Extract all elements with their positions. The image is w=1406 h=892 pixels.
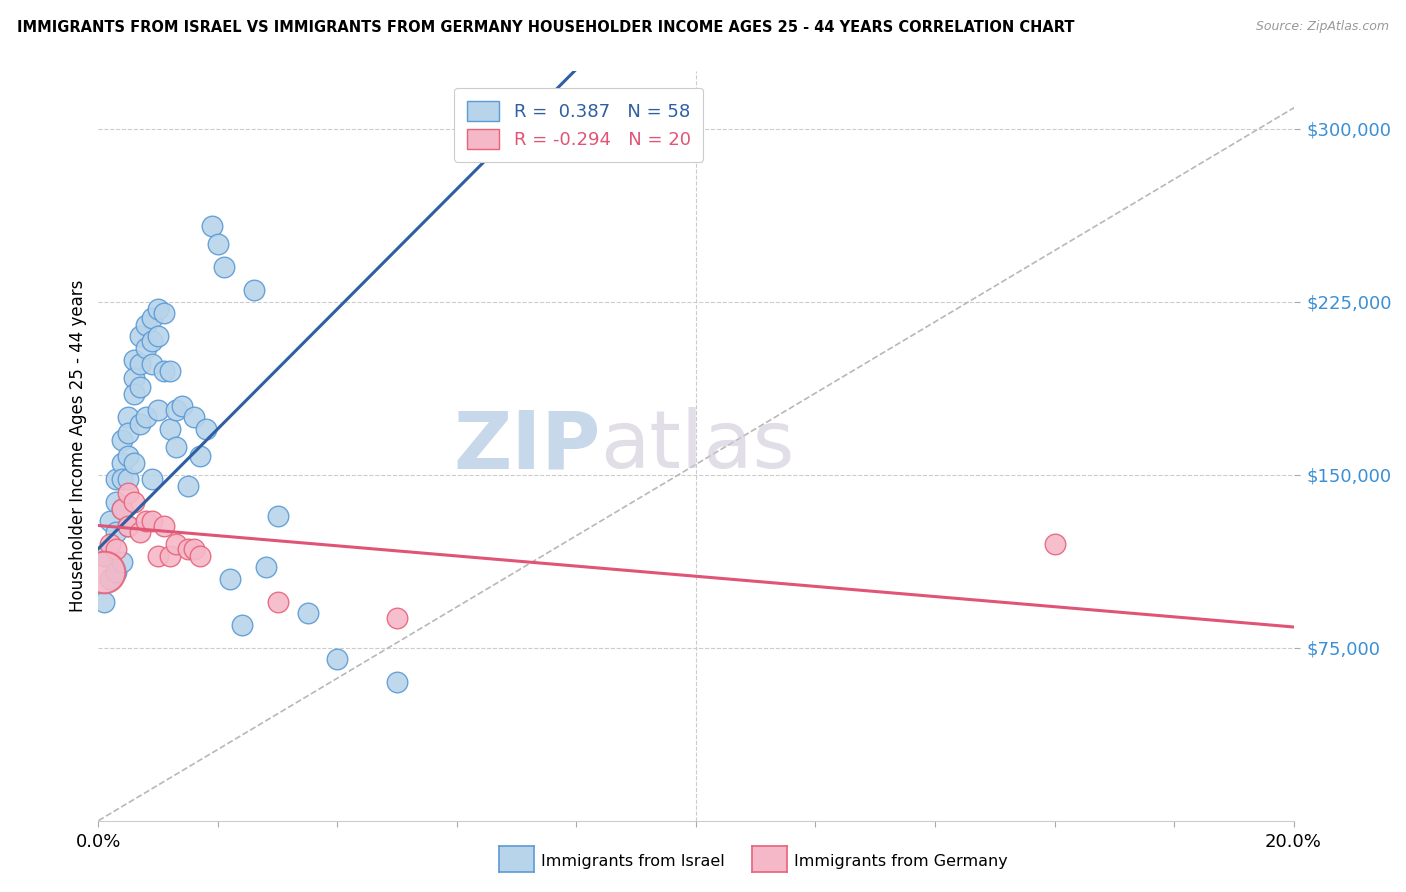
- Point: [135, 514, 157, 528]
- Text: Immigrants from Israel: Immigrants from Israel: [541, 855, 725, 869]
- Point: [141, 357, 163, 371]
- Point: [111, 502, 134, 516]
- Text: Source: ZipAtlas.com: Source: ZipAtlas.com: [1256, 20, 1389, 33]
- Point: [188, 549, 211, 563]
- Text: Immigrants from Germany: Immigrants from Germany: [794, 855, 1008, 869]
- Point: [183, 541, 205, 556]
- Point: [159, 364, 181, 378]
- Point: [231, 617, 253, 632]
- Point: [165, 537, 187, 551]
- Point: [111, 434, 134, 448]
- Point: [117, 472, 139, 486]
- Point: [165, 440, 187, 454]
- Point: [124, 371, 146, 385]
- Point: [124, 352, 146, 367]
- Point: [124, 456, 146, 470]
- Point: [117, 426, 139, 441]
- Point: [219, 572, 242, 586]
- Point: [148, 329, 170, 343]
- Point: [153, 306, 176, 320]
- Point: [135, 341, 157, 355]
- Point: [98, 572, 122, 586]
- Point: [93, 594, 115, 608]
- Point: [117, 486, 139, 500]
- Point: [254, 560, 277, 574]
- Point: [201, 219, 224, 233]
- Point: [159, 422, 181, 436]
- Point: [111, 456, 134, 470]
- Point: [165, 403, 187, 417]
- Point: [148, 301, 170, 316]
- Point: [129, 417, 152, 431]
- Point: [243, 284, 266, 298]
- Point: [135, 318, 157, 332]
- Point: [297, 606, 319, 620]
- Point: [188, 450, 211, 464]
- Point: [111, 472, 134, 486]
- Point: [105, 525, 128, 540]
- Point: [124, 387, 146, 401]
- Text: atlas: atlas: [600, 407, 794, 485]
- Legend: R =  0.387   N = 58, R = -0.294   N = 20: R = 0.387 N = 58, R = -0.294 N = 20: [454, 88, 703, 162]
- Point: [111, 556, 134, 570]
- Point: [207, 237, 229, 252]
- Point: [267, 594, 290, 608]
- Point: [212, 260, 235, 275]
- Point: [385, 611, 409, 625]
- Point: [148, 549, 170, 563]
- Point: [195, 422, 218, 436]
- Point: [105, 495, 128, 509]
- Point: [117, 518, 139, 533]
- Point: [172, 399, 194, 413]
- Point: [117, 450, 139, 464]
- Point: [385, 675, 409, 690]
- Point: [93, 549, 115, 563]
- Point: [129, 380, 152, 394]
- Point: [183, 410, 205, 425]
- Point: [111, 502, 134, 516]
- Point: [117, 518, 139, 533]
- Point: [129, 357, 152, 371]
- Point: [148, 403, 170, 417]
- Point: [93, 565, 115, 579]
- Point: [105, 541, 128, 556]
- Point: [124, 495, 146, 509]
- Point: [1043, 537, 1066, 551]
- Point: [141, 472, 163, 486]
- Point: [98, 537, 122, 551]
- Point: [141, 311, 163, 326]
- Point: [135, 410, 157, 425]
- Point: [267, 509, 290, 524]
- Point: [326, 652, 349, 666]
- Point: [129, 525, 152, 540]
- Point: [117, 410, 139, 425]
- Text: ZIP: ZIP: [453, 407, 600, 485]
- Text: IMMIGRANTS FROM ISRAEL VS IMMIGRANTS FROM GERMANY HOUSEHOLDER INCOME AGES 25 - 4: IMMIGRANTS FROM ISRAEL VS IMMIGRANTS FRO…: [17, 20, 1074, 35]
- Point: [129, 329, 152, 343]
- Y-axis label: Householder Income Ages 25 - 44 years: Householder Income Ages 25 - 44 years: [69, 280, 87, 612]
- Point: [141, 334, 163, 348]
- Point: [98, 514, 122, 528]
- Point: [105, 565, 128, 579]
- Point: [153, 364, 176, 378]
- Point: [159, 549, 181, 563]
- Point: [177, 479, 200, 493]
- Point: [153, 518, 176, 533]
- Point: [105, 472, 128, 486]
- Point: [141, 514, 163, 528]
- Point: [177, 541, 200, 556]
